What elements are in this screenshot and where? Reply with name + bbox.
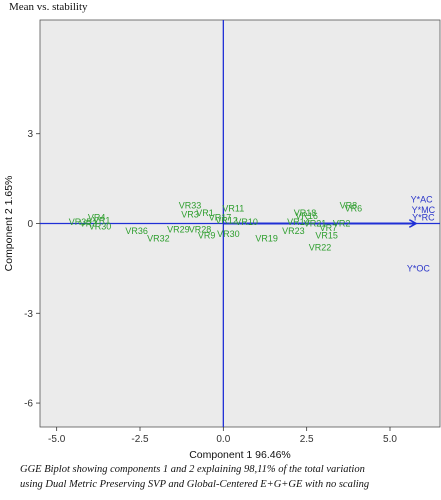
genotype-label: VR35	[69, 217, 92, 227]
x-tick-label: 2.5	[300, 434, 314, 445]
genotype-label: VR30	[89, 221, 112, 231]
caption-line-1: GGE Biplot showing components 1 and 2 ex…	[20, 464, 365, 475]
genotype-label: VR33	[179, 201, 202, 211]
y-tick-label: -6	[24, 399, 33, 410]
environment-label: Y*AC	[411, 195, 434, 205]
genotype-label: VR8	[340, 201, 358, 211]
genotype-label: VR17	[209, 213, 232, 223]
y-tick-label: 0	[27, 219, 33, 230]
genotype-label: VR12	[215, 216, 238, 226]
genotype-label: VR7	[320, 223, 338, 233]
genotype-label: VR1	[93, 216, 111, 226]
x-tick-label: 5.0	[383, 434, 397, 445]
genotype-label: VR19	[255, 233, 278, 243]
genotype-label: VR16	[295, 211, 318, 221]
genotype-label: VR15	[315, 230, 338, 240]
genotype-label: VR11	[222, 204, 244, 214]
genotype-label: VR14	[287, 217, 310, 227]
genotype-label: VR1	[196, 208, 214, 218]
caption-line-2: using Dual Metric Preserving SVP and Glo…	[20, 479, 370, 490]
biplot-chart: -5.0 -2.5 0.0 2.5 5.0 3 0 -3 -6 Component 1 96.46…	[3, 19, 441, 460]
genotype-label: VR32	[147, 233, 170, 243]
y-axis-label: Component 2 1.65%	[3, 176, 15, 272]
genotype-label: VR10	[235, 217, 258, 227]
genotype-label: VR4	[88, 213, 106, 223]
genotype-label: VR21	[304, 219, 327, 229]
figure-caption: GGE Biplot showing components 1 and 2 ex…	[20, 462, 435, 492]
x-tick-label: 0.0	[216, 434, 230, 445]
chart-title: Mean vs. stability	[9, 1, 88, 13]
environments-series: Y*ACY*MCY*RC Y*OC	[407, 195, 436, 274]
genotype-label: VR30	[217, 229, 240, 239]
environment-label: Y*RC	[412, 213, 435, 223]
y-tick-label: 3	[27, 129, 33, 140]
genotype-label: VR6	[345, 204, 363, 214]
x-axis-label: Component 1 96.46%	[189, 449, 291, 460]
genotype-label: VR29	[167, 224, 190, 234]
environment-label: Y*MC	[412, 205, 436, 215]
genotype-label: VR18	[294, 208, 317, 218]
genotype-label: VR3	[80, 219, 98, 229]
x-tick-label: -5.0	[48, 434, 66, 445]
genotype-label: VR28	[189, 224, 212, 234]
genotype-label: VR36	[125, 226, 148, 236]
genotype-label: VR2	[333, 219, 351, 229]
y-tick-label: -3	[24, 309, 33, 320]
genotype-label: VR9	[198, 230, 216, 240]
genotype-label: VR3	[181, 210, 199, 220]
genotype-label: VR23	[282, 226, 305, 236]
environment-label: Y*OC	[407, 263, 431, 273]
genotype-label: VR22	[309, 242, 332, 252]
x-tick-label: -2.5	[131, 434, 149, 445]
